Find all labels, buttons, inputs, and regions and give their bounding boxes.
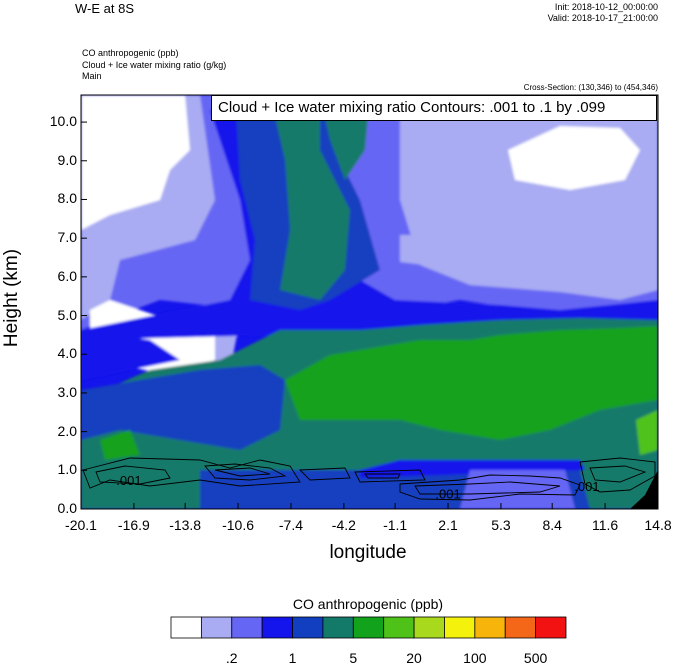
contour-label: .001 [116,473,141,488]
y-tick-label: 2.0 [57,422,77,439]
y-tick-label: 6.0 [57,267,77,284]
colorbar [170,616,567,639]
field-label-main: Main [82,71,102,81]
colorbar-swatch [292,616,324,639]
colorbar-swatch [322,616,354,639]
valid-time: Valid: 2018-10-17_21:00:00 [547,13,658,23]
colorbar-swatch [170,616,202,639]
colorbar-swatch [413,616,445,639]
init-time: Init: 2018-10-12_00:00:00 [554,2,658,12]
y-tick-label: 1.0 [57,461,77,478]
colorbar-swatch [231,616,263,639]
x-tick-label: 8.4 [542,517,562,533]
y-tick-label: 0.0 [57,500,77,516]
contour-info-box: Cloud + Ice water mixing ratio Contours:… [211,95,657,121]
x-tick-label: -1.1 [383,517,408,533]
colorbar-tick-label: 500 [523,650,548,666]
x-tick-label: -16.9 [117,517,150,533]
y-tick-label: 8.0 [57,190,77,207]
field-label-cloud: Cloud + Ice water mixing ratio (g/kg) [82,60,227,70]
contour-labels: .001 .001 .001 [116,473,599,502]
x-axis-label: longitude [329,542,407,563]
x-tick-label: -7.4 [278,517,304,533]
y-tick-label: 9.0 [57,151,77,168]
colorbar-swatch [444,616,476,639]
colorbar-tick-label: 1 [288,650,297,666]
colorbar-swatch [200,616,233,639]
y-axis-label: Height (km) [1,248,22,348]
colorbar-swatch [535,616,567,639]
y-tick-label: 10.0 [49,113,77,130]
contour-label: .001 [574,479,599,494]
colorbar-swatch [474,616,506,639]
x-tick-label: -20.1 [65,517,97,533]
colorbar-tick-label: 100 [463,650,487,666]
x-tick-label: -10.6 [222,517,255,533]
colorbar-tick-label: 20 [406,650,422,666]
x-tick-label: 14.8 [644,517,672,533]
plot-title: W-E at 8S [75,1,135,16]
colorbar-tick-label: .2 [225,650,238,666]
y-tick-label: 5.0 [57,306,77,323]
terrain [630,470,658,509]
x-tick-label: 11.6 [591,517,619,533]
colorbar-title: CO anthropogenic (ppb) [292,596,444,612]
heatmap-field [81,95,658,509]
y-tick-label: 3.0 [57,383,77,400]
axis-ticks [80,121,659,510]
cloud-contours [82,457,656,501]
x-tick-label: 2.1 [438,517,458,533]
field-label-co: CO anthropogenic (ppb) [82,48,179,58]
contour-label: .001 [435,487,460,502]
colorbar-swatch [504,616,537,639]
x-tick-label: -4.2 [331,517,356,533]
colorbar-swatch [261,616,293,639]
y-tick-label: 7.0 [57,229,77,246]
colorbar-swatch [383,616,415,639]
colorbar-swatch [352,616,385,639]
y-tick-label: 4.0 [57,345,77,362]
colorbar-tick-label: 5 [349,650,358,666]
x-tick-label: 5.3 [491,517,511,533]
x-tick-label: -13.8 [169,517,202,533]
cross-section-label: Cross-Section: (130,346) to (454,346) [523,83,658,92]
